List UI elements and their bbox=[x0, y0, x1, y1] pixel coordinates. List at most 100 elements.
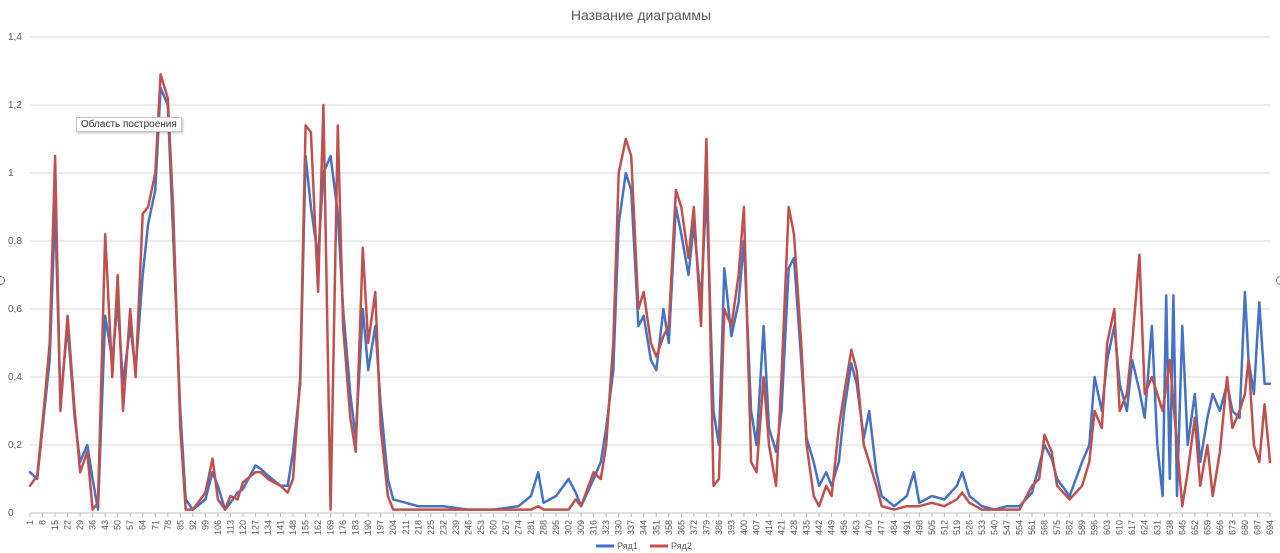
x-tick-label: 204 bbox=[388, 520, 398, 535]
plot-area-tooltip: Область построения bbox=[76, 117, 182, 132]
x-tick-label: 36 bbox=[88, 520, 98, 530]
x-tick-label: 652 bbox=[1190, 520, 1200, 535]
x-tick-label: 15 bbox=[50, 520, 60, 530]
series-line-1 bbox=[28, 86, 1272, 511]
x-tick-label: 484 bbox=[889, 520, 899, 535]
x-tick-label: 281 bbox=[526, 520, 536, 535]
x-tick-label: 533 bbox=[977, 520, 987, 535]
x-tick-label: 50 bbox=[113, 520, 123, 530]
y-tick-label: 0,8 bbox=[8, 236, 22, 247]
x-tick-label: 456 bbox=[839, 520, 849, 535]
x-tick-label: 274 bbox=[513, 520, 523, 535]
x-tick-label: 148 bbox=[288, 520, 298, 535]
x-tick-label: 470 bbox=[864, 520, 874, 535]
y-tick-label: 0 bbox=[8, 508, 14, 519]
x-tick-label: 435 bbox=[802, 520, 812, 535]
x-tick-label: 155 bbox=[301, 520, 311, 535]
x-tick-label: 316 bbox=[589, 520, 599, 535]
x-tick-label: 57 bbox=[125, 520, 135, 530]
x-tick-label: 267 bbox=[501, 520, 511, 535]
y-tick-label: 0,4 bbox=[8, 372, 22, 383]
x-tick-label: 71 bbox=[150, 520, 160, 530]
x-tick-label: 568 bbox=[1040, 520, 1050, 535]
x-tick-label: 631 bbox=[1152, 520, 1162, 535]
y-tick-label: 0,6 bbox=[8, 304, 22, 315]
x-tick-label: 162 bbox=[313, 520, 323, 535]
x-tick-label: 358 bbox=[664, 520, 674, 535]
x-tick-label: 295 bbox=[551, 520, 561, 535]
x-tick-label: 540 bbox=[989, 520, 999, 535]
x-tick-label: 99 bbox=[200, 520, 210, 530]
x-tick-label: 596 bbox=[1090, 520, 1100, 535]
x-tick-label: 575 bbox=[1052, 520, 1062, 535]
y-tick-label: 0,2 bbox=[8, 440, 22, 451]
x-tick-label: 330 bbox=[614, 520, 624, 535]
x-tick-label: 561 bbox=[1027, 520, 1037, 535]
x-tick-label: 428 bbox=[789, 520, 799, 535]
x-tick-label: 449 bbox=[827, 520, 837, 535]
series-lines bbox=[28, 73, 1272, 511]
x-tick-label: 344 bbox=[639, 520, 649, 535]
x-tick-label: 211 bbox=[401, 520, 411, 534]
x-tick-label: 218 bbox=[413, 520, 423, 535]
x-tick-label: 365 bbox=[676, 520, 686, 535]
x-tick-label: 680 bbox=[1240, 520, 1250, 535]
x-tick-label: 421 bbox=[777, 520, 787, 535]
x-tick-label: 687 bbox=[1252, 520, 1262, 535]
x-tick-label: 197 bbox=[376, 520, 386, 535]
x-tick-label: 337 bbox=[626, 520, 636, 535]
x-tick-label: 232 bbox=[438, 520, 448, 535]
x-tick-label: 253 bbox=[476, 520, 486, 535]
legend-label-2: Ряд2 bbox=[671, 541, 692, 551]
chart-title: Название диаграммы bbox=[571, 7, 711, 23]
x-tick-label: 477 bbox=[877, 520, 887, 535]
x-tick-label: 183 bbox=[351, 520, 361, 535]
y-tick-label: 1 bbox=[8, 168, 14, 179]
x-tick-label: 526 bbox=[964, 520, 974, 535]
series-line-2 bbox=[28, 73, 1272, 511]
x-tick-label: 512 bbox=[939, 520, 949, 535]
x-tick-label: 64 bbox=[138, 520, 148, 530]
y-axis-ticks: 0 0,2 0,4 0,6 0,8 1 1,2 1,4 bbox=[8, 32, 22, 519]
x-tick-label: 351 bbox=[651, 520, 661, 535]
x-tick-label: 582 bbox=[1065, 520, 1075, 535]
x-tick-label: 498 bbox=[914, 520, 924, 535]
x-tick-label: 309 bbox=[576, 520, 586, 535]
x-tick-label: 463 bbox=[852, 520, 862, 535]
x-tick-label: 589 bbox=[1077, 520, 1087, 535]
legend: Ряд1 Ряд2 bbox=[596, 541, 692, 551]
chart-resize-handle-right[interactable] bbox=[1276, 276, 1280, 285]
x-tick-label: 624 bbox=[1140, 520, 1150, 535]
x-tick-label: 505 bbox=[927, 520, 937, 535]
x-tick-label: 92 bbox=[188, 520, 198, 530]
x-tick-label: 694 bbox=[1265, 520, 1275, 535]
x-tick-label: 400 bbox=[739, 520, 749, 535]
x-tick-label: 659 bbox=[1202, 520, 1212, 535]
x-tick-label: 169 bbox=[326, 520, 336, 535]
x-tick-label: 1 bbox=[25, 520, 35, 525]
x-tick-label: 22 bbox=[63, 520, 73, 530]
x-tick-label: 176 bbox=[338, 520, 348, 535]
x-tick-label: 554 bbox=[1014, 520, 1024, 535]
chart-resize-handle-left[interactable] bbox=[0, 276, 5, 285]
x-tick-label: 491 bbox=[902, 520, 912, 535]
x-tick-label: 120 bbox=[238, 520, 248, 535]
x-tick-label: 190 bbox=[363, 520, 373, 535]
x-tick-label: 134 bbox=[263, 520, 273, 535]
x-tick-label: 8 bbox=[38, 520, 48, 525]
x-tick-label: 225 bbox=[426, 520, 436, 535]
x-tick-label: 610 bbox=[1115, 520, 1125, 535]
x-tick-label: 386 bbox=[714, 520, 724, 535]
x-tick-label: 113 bbox=[225, 520, 235, 534]
x-tick-label: 638 bbox=[1165, 520, 1175, 535]
x-tick-label: 106 bbox=[213, 520, 223, 535]
x-tick-label: 372 bbox=[689, 520, 699, 535]
gridlines bbox=[30, 36, 1270, 514]
x-axis-ticks: 1 8 15 22 29 36 43 50 57 64 71 78 85 92 99 106 113 120 127… bbox=[25, 513, 1275, 535]
x-tick-label: 393 bbox=[726, 520, 736, 535]
x-tick-label: 288 bbox=[539, 520, 549, 535]
x-tick-label: 547 bbox=[1002, 520, 1012, 535]
y-tick-label: 1,4 bbox=[8, 32, 22, 43]
x-tick-label: 617 bbox=[1127, 520, 1137, 535]
